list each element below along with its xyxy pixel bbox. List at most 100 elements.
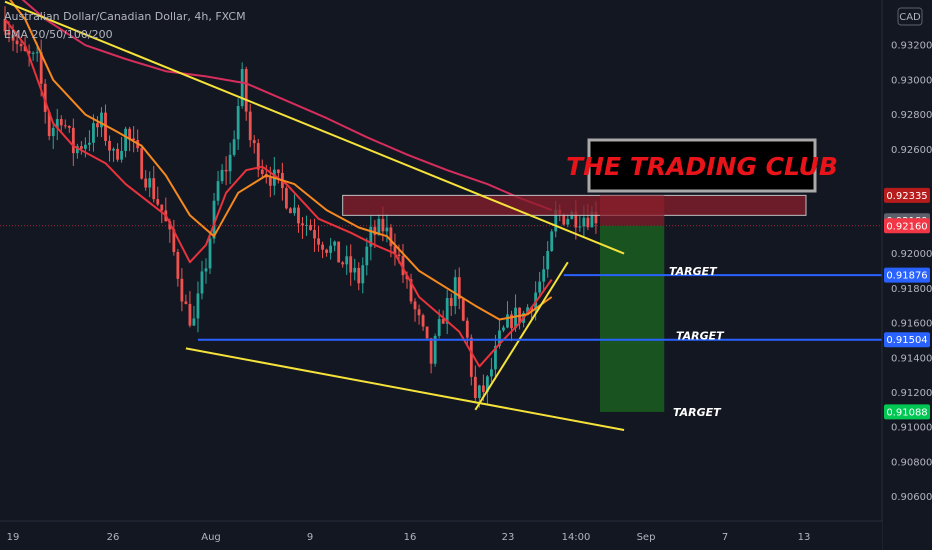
candle-body [486,376,489,392]
ema-lines [4,0,553,368]
price-badge-text: 0.92160 [886,221,927,232]
resistance-zone[interactable] [342,194,807,216]
candle-body [301,223,304,226]
candle-body [345,256,349,265]
candle-body [542,269,546,282]
time-axis-bg [0,521,882,550]
candle-body [144,178,148,188]
candle-body [59,119,63,126]
candle-body [357,267,361,284]
price-tick-label: 0.93200 [891,41,932,52]
price-tick-label: 0.93000 [891,75,932,86]
candle-body [172,229,176,252]
price-badge: 0.92335 [884,187,930,203]
candle-body [27,50,31,54]
candle-body [297,207,300,224]
candle-body [11,34,15,41]
trendline-rising-support[interactable] [474,261,569,411]
candle-body [510,314,513,329]
candle-body [337,241,341,263]
candle-body [260,169,264,174]
candle-body [562,214,566,225]
candle-body [550,231,554,252]
time-tick-label: 23 [502,532,515,543]
price-tick-label: 0.91400 [891,353,932,364]
price-badge-text: 0.92335 [886,191,927,202]
price-badge: 0.91088 [884,404,930,420]
candle-body [268,177,272,186]
candle-body [546,251,550,270]
price-badge-text: 0.91504 [886,335,927,346]
candle-body [112,148,115,151]
candle-body [204,268,208,272]
candle-body [401,256,405,276]
candle-body [216,181,220,201]
price-tick-label: 0.91800 [891,284,932,295]
currency-badge[interactable]: CAD [897,7,923,26]
ema-line [9,0,553,321]
candle-body [590,211,594,228]
candle-body [3,19,7,32]
candle-body [538,281,542,293]
candle-body [156,199,160,205]
candle-body [140,148,144,179]
candle-body [7,31,11,35]
candle-body [514,307,517,329]
time-tick-label: Aug [201,532,221,543]
candle-body [317,238,320,245]
ema-line [21,0,553,212]
candle-body [35,52,39,54]
candle-body [445,298,449,324]
candle-body [88,142,91,145]
stop-loss-box[interactable] [599,195,665,226]
price-tick-label: 0.90600 [891,492,932,503]
candle-body [554,209,558,232]
target-label: TARGET [676,330,725,343]
candle-body [124,128,127,151]
candle-body [79,146,83,149]
candle-body [582,217,586,227]
time-tick-label: 26 [107,532,120,543]
candle-body [75,146,79,154]
candle-body [453,277,457,307]
candle-body [132,138,136,141]
candle-body [232,139,236,155]
price-tick-label: 0.92000 [891,249,932,260]
candle-body [397,254,401,257]
candle-body [469,337,473,377]
price-tick-label: 0.91600 [891,319,932,330]
candle-body [490,369,493,377]
candle-body [365,246,369,266]
time-axis[interactable]: 19 26 Aug 9 16 23 14:00 Sep 7 13 [0,520,882,550]
candle-body [47,111,51,137]
candle-body [578,226,582,228]
candle-body [321,244,324,250]
take-profit-box[interactable] [599,225,665,412]
candle-body [67,125,71,128]
candle-body [96,123,99,128]
candle-body [55,119,59,128]
candle-body [329,245,333,253]
currency-badge-text: CAD [899,12,921,23]
candle-body [240,69,244,106]
candle-body [313,230,316,239]
price-labels: 0.923350.921890.921600.918760.915040.910… [884,187,930,420]
candle-body [325,249,328,253]
logo-the-trading-club: THE TRADING CLUB [566,138,838,193]
candle-body [441,319,445,324]
candle-body [120,150,123,160]
time-tick-label: 9 [307,532,313,543]
candle-body [208,238,212,269]
trendline-lower-channel[interactable] [185,347,625,431]
candle-body [108,140,111,151]
trendline-upper-channel[interactable] [4,0,625,255]
drawings[interactable]: TARGET TARGET TARGET THE TRADING CLUB [0,0,882,431]
time-tick-label: Sep [637,532,656,543]
candle-body [31,52,35,54]
candle-body [228,154,232,172]
candle-body [176,251,180,279]
candle-body [244,69,248,112]
time-tick-label: 14:00 [562,532,591,543]
candle-body [361,265,365,284]
